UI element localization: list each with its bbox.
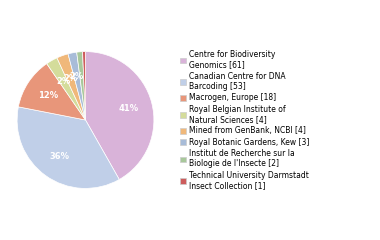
Text: 36%: 36%	[49, 152, 70, 161]
Wedge shape	[17, 107, 119, 188]
Wedge shape	[77, 52, 86, 120]
Wedge shape	[18, 64, 86, 120]
Text: 2%: 2%	[56, 77, 71, 86]
Text: 41%: 41%	[119, 104, 139, 113]
Wedge shape	[86, 52, 154, 180]
Wedge shape	[57, 54, 86, 120]
Text: 2%: 2%	[63, 74, 78, 83]
Wedge shape	[82, 52, 86, 120]
Legend: Centre for Biodiversity
Genomics [61], Canadian Centre for DNA
Barcoding [53], M: Centre for Biodiversity Genomics [61], C…	[178, 48, 311, 192]
Text: 2%: 2%	[70, 72, 84, 81]
Wedge shape	[47, 58, 86, 120]
Wedge shape	[68, 52, 86, 120]
Text: 12%: 12%	[38, 91, 59, 100]
